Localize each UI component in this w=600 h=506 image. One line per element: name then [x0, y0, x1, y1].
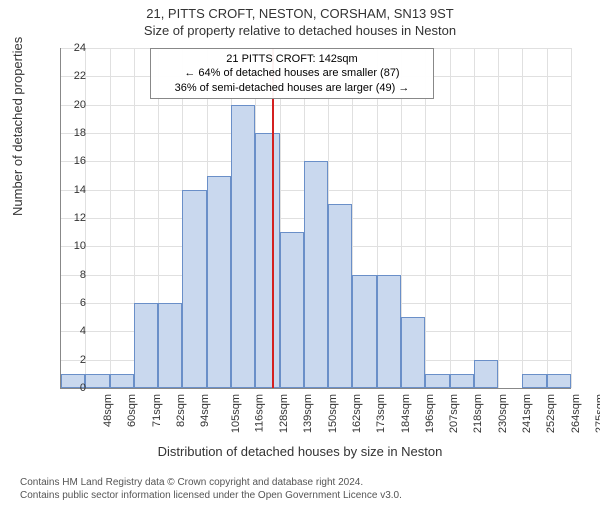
- x-tick-label: 218sqm: [473, 394, 485, 433]
- histogram-bar: [134, 303, 158, 388]
- footer: Contains HM Land Registry data © Crown c…: [20, 477, 402, 502]
- histogram-bar: [425, 374, 449, 388]
- callout-box: 21 PITTS CROFT: 142sqm ← 64% of detached…: [150, 48, 434, 99]
- histogram-bar: [207, 176, 231, 389]
- histogram-bar: [280, 232, 304, 388]
- histogram-bar: [231, 105, 255, 388]
- grid-line-h: [61, 105, 571, 106]
- y-tick-label: 14: [56, 184, 86, 196]
- histogram-bar: [377, 275, 401, 388]
- y-tick-label: 0: [56, 382, 86, 394]
- grid-line-v: [571, 48, 572, 388]
- grid-line-v: [522, 48, 523, 388]
- y-tick-label: 16: [56, 155, 86, 167]
- x-tick-label: 150sqm: [327, 394, 339, 433]
- grid-line-v: [450, 48, 451, 388]
- histogram-bar: [110, 374, 134, 388]
- x-tick-label: 60sqm: [126, 394, 138, 427]
- grid-line-v: [547, 48, 548, 388]
- x-tick-label: 196sqm: [424, 394, 436, 433]
- grid-line-h: [61, 133, 571, 134]
- histogram-bar: [328, 204, 352, 388]
- grid-line-v: [474, 48, 475, 388]
- histogram-bar: [255, 133, 279, 388]
- histogram-bar: [474, 360, 498, 388]
- y-tick-label: 24: [56, 42, 86, 54]
- grid-line-v: [110, 48, 111, 388]
- x-tick-label: 71sqm: [151, 394, 163, 427]
- y-tick-label: 2: [56, 354, 86, 366]
- histogram-bar: [182, 190, 206, 388]
- x-tick-label: 139sqm: [303, 394, 315, 433]
- histogram-bar: [547, 374, 571, 388]
- chart-title-line1: 21, PITTS CROFT, NESTON, CORSHAM, SN13 9…: [0, 6, 600, 21]
- x-tick-label: 128sqm: [278, 394, 290, 433]
- x-tick-label: 207sqm: [448, 394, 460, 433]
- histogram-bar: [522, 374, 546, 388]
- x-tick-label: 94sqm: [199, 394, 211, 427]
- x-tick-label: 105sqm: [230, 394, 242, 433]
- chart-title-line2: Size of property relative to detached ho…: [0, 23, 600, 38]
- y-tick-label: 12: [56, 212, 86, 224]
- x-tick-label: 162sqm: [351, 394, 363, 433]
- y-tick-label: 22: [56, 70, 86, 82]
- plot: [60, 48, 571, 389]
- y-tick-label: 6: [56, 297, 86, 309]
- x-tick-label: 184sqm: [400, 394, 412, 433]
- histogram-bar: [352, 275, 376, 388]
- callout-line2: ← 64% of detached houses are smaller (87…: [157, 66, 427, 80]
- x-tick-label: 264sqm: [570, 394, 582, 433]
- histogram-bar: [158, 303, 182, 388]
- histogram-bar: [450, 374, 474, 388]
- histogram-bar: [85, 374, 109, 388]
- chart-container: 21, PITTS CROFT, NESTON, CORSHAM, SN13 9…: [0, 6, 600, 506]
- x-tick-label: 241sqm: [521, 394, 533, 433]
- plot-area: [60, 48, 570, 388]
- x-axis-label: Distribution of detached houses by size …: [0, 444, 600, 459]
- histogram-bar: [401, 317, 425, 388]
- x-tick-label: 116sqm: [253, 394, 265, 432]
- footer-line2: Contains public sector information licen…: [20, 490, 402, 503]
- callout-line3: 36% of semi-detached houses are larger (…: [157, 81, 427, 95]
- y-tick-label: 4: [56, 325, 86, 337]
- x-tick-label: 230sqm: [497, 394, 509, 433]
- footer-line1: Contains HM Land Registry data © Crown c…: [20, 477, 402, 490]
- y-axis-label: Number of detached properties: [10, 37, 25, 216]
- x-tick-label: 275sqm: [594, 394, 600, 433]
- y-tick-label: 10: [56, 240, 86, 252]
- x-tick-label: 48sqm: [102, 394, 114, 427]
- y-tick-label: 18: [56, 127, 86, 139]
- y-tick-label: 20: [56, 99, 86, 111]
- histogram-bar: [304, 161, 328, 388]
- callout-line1: 21 PITTS CROFT: 142sqm: [157, 52, 427, 66]
- x-tick-label: 173sqm: [375, 394, 387, 433]
- y-tick-label: 8: [56, 269, 86, 281]
- x-tick-label: 82sqm: [175, 394, 187, 427]
- marker-line: [272, 48, 274, 388]
- x-tick-label: 252sqm: [545, 394, 557, 433]
- grid-line-v: [425, 48, 426, 388]
- grid-line-v: [498, 48, 499, 388]
